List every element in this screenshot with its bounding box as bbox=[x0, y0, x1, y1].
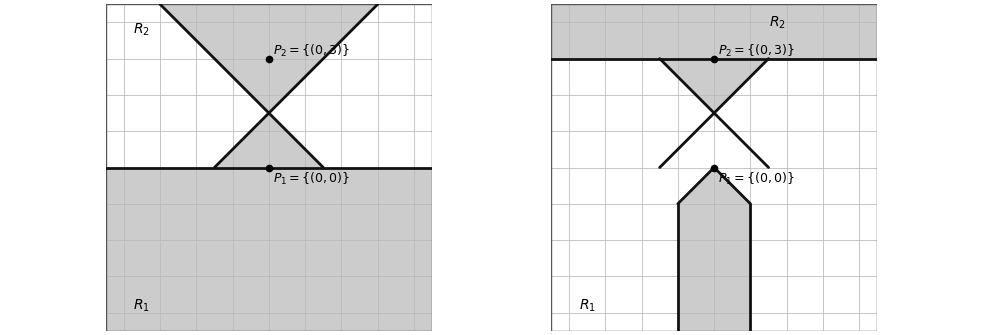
Polygon shape bbox=[678, 168, 750, 331]
Polygon shape bbox=[105, 168, 433, 331]
Polygon shape bbox=[214, 113, 323, 168]
Text: $R_1$: $R_1$ bbox=[134, 297, 150, 314]
Text: $R_2$: $R_2$ bbox=[769, 14, 785, 30]
Text: $P_2 = \{(0,3)\}$: $P_2 = \{(0,3)\}$ bbox=[719, 43, 796, 59]
Text: $R_2$: $R_2$ bbox=[134, 21, 150, 38]
Text: $P_1 = \{(0,0)\}$: $P_1 = \{(0,0)\}$ bbox=[719, 171, 796, 187]
Text: $P_1 = \{(0,0)\}$: $P_1 = \{(0,0)\}$ bbox=[273, 171, 351, 187]
Text: $R_1$: $R_1$ bbox=[579, 297, 596, 314]
Polygon shape bbox=[160, 4, 377, 113]
Text: $P_2 = \{(0,3)\}$: $P_2 = \{(0,3)\}$ bbox=[273, 43, 351, 59]
Polygon shape bbox=[660, 59, 769, 113]
Polygon shape bbox=[550, 4, 878, 59]
